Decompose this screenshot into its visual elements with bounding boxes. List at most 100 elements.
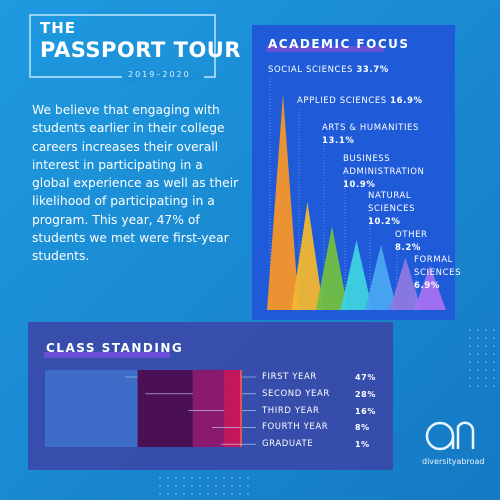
dot [231, 493, 233, 495]
dot [223, 477, 225, 479]
value-label: 10.2% [368, 217, 401, 227]
dot [485, 337, 487, 339]
dot [239, 485, 241, 487]
dot [215, 477, 217, 479]
value-label: 16% [355, 406, 376, 416]
dot [223, 493, 225, 495]
dot [469, 369, 471, 371]
dot [159, 493, 161, 495]
heading-underline [266, 46, 384, 52]
category-name: BUSINESS ADMINISTRATION [343, 154, 425, 177]
dot [493, 377, 495, 379]
logo-text: diversityabroad [422, 457, 485, 466]
dot [469, 337, 471, 339]
dot [477, 361, 479, 363]
dot [199, 485, 201, 487]
chart-title: ACADEMIC FOCUS [268, 37, 410, 51]
category-label: FIRST YEAR [262, 372, 317, 382]
category-label: ARTS & HUMANITIES 13.1% [322, 122, 452, 148]
dot [175, 493, 177, 495]
value-label: 8% [355, 423, 370, 433]
dot [247, 477, 249, 479]
title: PASSPORT TOUR [40, 38, 242, 62]
dot [167, 477, 169, 479]
dot [207, 485, 209, 487]
spike [365, 244, 397, 310]
category-name: APPLIED SCIENCES [297, 96, 387, 106]
value-label: 16.9% [390, 96, 423, 106]
category-label: OTHER 8.2% [395, 229, 455, 255]
dot [477, 345, 479, 347]
dot [191, 493, 193, 495]
dot [485, 385, 487, 387]
value-label: 10.9% [343, 180, 376, 190]
value-label: 8.2% [395, 243, 421, 253]
dot [477, 353, 479, 355]
dot [215, 485, 217, 487]
paragraph: We believe that engaging with students e… [32, 103, 239, 264]
dot [485, 361, 487, 363]
dot [191, 477, 193, 479]
dot [493, 353, 495, 355]
years-gap [122, 70, 204, 82]
category-name: ARTS & HUMANITIES [322, 123, 420, 133]
category-label: FORMAL SCIENCES 6.9% [414, 254, 464, 293]
category-label: SOCIAL SCIENCES 33.7% [268, 64, 468, 77]
dot [477, 337, 479, 339]
dot [485, 377, 487, 379]
value-label: 1% [355, 440, 370, 450]
dot [183, 485, 185, 487]
category-label: SECOND YEAR [262, 388, 330, 399]
dot [199, 477, 201, 479]
segment [137, 370, 193, 447]
spike [291, 201, 324, 310]
dot [469, 377, 471, 379]
dot [231, 485, 233, 487]
category-name: SOCIAL SCIENCES [268, 65, 354, 75]
dot [477, 329, 479, 331]
dot [493, 385, 495, 387]
category-label: THIRD YEAR [262, 405, 320, 416]
category-label: APPLIED SCIENCES 16.9% [297, 95, 457, 108]
dot [207, 493, 209, 495]
dot [469, 385, 471, 387]
dot [247, 493, 249, 495]
dot [469, 361, 471, 363]
dot [469, 329, 471, 331]
segment [240, 370, 242, 447]
dot [485, 353, 487, 355]
dot [477, 377, 479, 379]
segment [224, 370, 241, 447]
dot [167, 485, 169, 487]
dot [159, 485, 161, 487]
dot [191, 485, 193, 487]
years: 2019–2020 [128, 70, 191, 79]
dot [469, 353, 471, 355]
dot [493, 345, 495, 347]
dot [223, 485, 225, 487]
dot [199, 493, 201, 495]
dot [493, 361, 495, 363]
segment [192, 370, 225, 447]
dot [183, 493, 185, 495]
dot [477, 369, 479, 371]
dot-pattern [159, 329, 495, 495]
category-label: GRADUATE [262, 439, 314, 450]
value-label: 47% [355, 373, 376, 382]
dot [167, 493, 169, 495]
kicker: THE [40, 19, 77, 37]
dot [485, 369, 487, 371]
spike [414, 265, 446, 310]
category-name: FORMAL SCIENCES [414, 255, 462, 278]
dot [239, 477, 241, 479]
category-label: NATURAL SCIENCES 10.2% [368, 190, 448, 229]
dot [239, 493, 241, 495]
category-name: NATURAL SCIENCES [368, 191, 416, 214]
spike [267, 94, 299, 310]
dot [231, 477, 233, 479]
logo-mark [425, 421, 475, 451]
dot [493, 337, 495, 339]
value-label: 33.7% [356, 65, 389, 75]
